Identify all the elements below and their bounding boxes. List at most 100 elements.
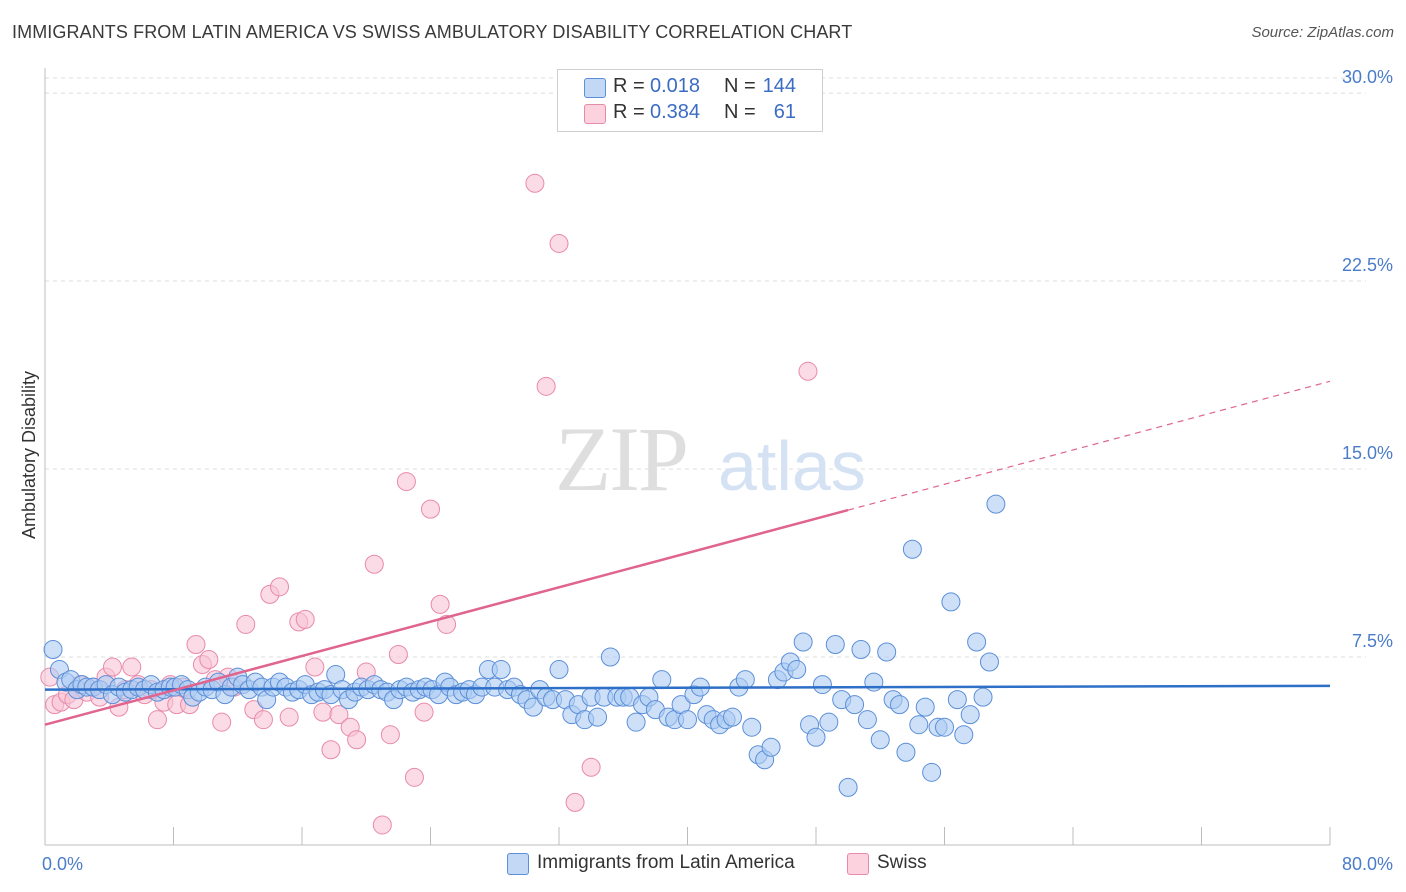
legend-r-value: 0.384 xyxy=(650,101,701,123)
y-tick-label: 7.5% xyxy=(1352,631,1393,651)
data-point xyxy=(761,737,781,757)
data-point xyxy=(825,634,845,654)
data-point xyxy=(857,710,877,730)
data-point xyxy=(819,712,839,732)
trend-line-latin-america xyxy=(44,684,1331,691)
data-point xyxy=(722,707,742,727)
data-point xyxy=(652,670,672,690)
data-point xyxy=(838,777,858,797)
bottom-legend-label: Immigrants from Latin America xyxy=(537,852,795,873)
trend-line-swiss-extension xyxy=(847,380,1331,511)
data-point xyxy=(870,730,890,750)
data-point xyxy=(305,657,325,677)
data-point xyxy=(960,705,980,725)
bottom-legend-latin-america[interactable]: Immigrants from Latin America xyxy=(507,852,827,876)
data-point xyxy=(915,697,935,717)
data-point xyxy=(396,472,416,492)
legend-r-value: 0.018 xyxy=(650,75,701,97)
data-point xyxy=(626,712,646,732)
data-point xyxy=(787,660,807,680)
data-point xyxy=(404,767,424,787)
data-point xyxy=(935,717,954,737)
data-point xyxy=(979,652,999,672)
data-point xyxy=(253,710,273,730)
data-point xyxy=(896,742,916,762)
bottom-legend-swiss[interactable]: Swiss xyxy=(847,852,957,876)
bottom-legend-swatch-pink xyxy=(847,853,869,875)
watermark: ZIP atlas xyxy=(555,408,866,510)
data-point xyxy=(588,707,608,727)
data-point xyxy=(525,173,545,193)
x-axis-ticks xyxy=(44,827,1331,845)
legend-swatch-pink xyxy=(584,104,606,124)
data-point xyxy=(321,740,341,760)
legend-r-label: R = xyxy=(613,75,645,97)
data-point xyxy=(947,690,967,710)
data-point xyxy=(581,757,601,777)
series-swiss-points xyxy=(40,173,818,835)
data-point xyxy=(212,712,232,732)
chart-title: IMMIGRANTS FROM LATIN AMERICA VS SWISS A… xyxy=(12,22,853,42)
legend-row-latin-america: R = 0.018 N = 144 xyxy=(558,75,822,101)
data-point xyxy=(890,695,910,715)
legend-row-swiss: R = 0.384 N = 61 xyxy=(558,101,822,127)
data-point xyxy=(954,725,974,745)
correlation-legend: R = 0.018 N = 144 R = 0.384 N = 61 xyxy=(557,69,823,132)
data-point xyxy=(812,675,832,695)
data-point xyxy=(329,705,349,725)
gridlines xyxy=(45,77,1366,658)
data-point xyxy=(806,727,826,747)
data-point xyxy=(902,539,922,559)
data-point xyxy=(922,762,942,782)
data-point xyxy=(851,639,871,659)
data-point xyxy=(270,577,290,597)
data-point xyxy=(549,660,569,680)
data-point xyxy=(565,792,585,812)
data-point xyxy=(845,695,865,715)
data-point xyxy=(430,594,450,614)
data-point xyxy=(941,592,961,612)
data-point xyxy=(678,710,697,730)
source-label: Source: ZipAtlas.com xyxy=(1251,24,1394,41)
legend-n-value: 144 xyxy=(762,75,796,97)
legend-r-label: R = xyxy=(613,101,645,123)
trend-lines xyxy=(44,380,1331,726)
data-point xyxy=(967,632,987,652)
data-point xyxy=(549,233,569,253)
data-point xyxy=(536,376,556,396)
data-point xyxy=(372,815,392,835)
y-tick-label: 22.5% xyxy=(1342,255,1393,275)
legend-n-value: 61 xyxy=(773,101,796,123)
data-point xyxy=(877,642,897,662)
data-point xyxy=(523,697,543,717)
data-point xyxy=(437,614,457,634)
data-point xyxy=(973,687,993,707)
data-point xyxy=(388,645,408,665)
y-axis-tick-labels: 7.5% 15.0% 22.5% 30.0% xyxy=(1342,67,1393,651)
legend-swatch-blue xyxy=(584,78,606,98)
data-point xyxy=(347,730,367,750)
bottom-legend-swatch-blue xyxy=(507,853,529,875)
x-tick-label-min: 0.0% xyxy=(42,854,83,874)
data-point xyxy=(236,614,256,634)
data-point xyxy=(742,717,762,737)
data-point xyxy=(295,609,315,629)
data-point xyxy=(147,710,167,730)
data-point xyxy=(909,715,929,735)
data-point xyxy=(199,650,219,670)
data-point xyxy=(43,639,63,659)
data-point xyxy=(421,499,440,519)
data-point xyxy=(798,361,818,381)
data-point xyxy=(414,702,434,722)
y-tick-label: 30.0% xyxy=(1342,67,1393,87)
legend-n-label: N = xyxy=(724,75,756,97)
data-point xyxy=(186,634,206,654)
watermark-atlas: atlas xyxy=(718,427,866,505)
data-point xyxy=(313,702,333,722)
data-point xyxy=(735,670,755,690)
data-point xyxy=(491,660,511,680)
y-axis-label: Ambulatory Disability xyxy=(19,371,39,539)
data-point xyxy=(793,632,813,652)
data-point xyxy=(380,725,400,745)
